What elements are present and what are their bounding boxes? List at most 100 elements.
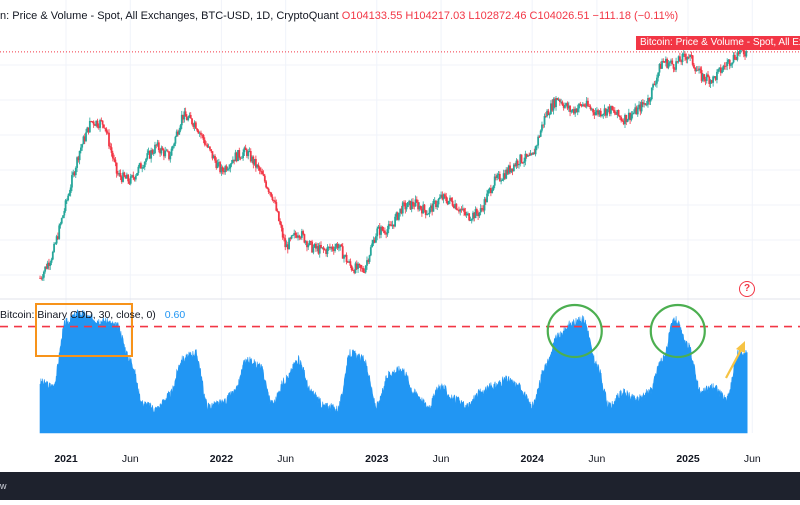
candle-body xyxy=(552,98,555,111)
candle-body xyxy=(580,104,583,107)
candle-body xyxy=(174,136,177,144)
candle-body xyxy=(525,153,528,157)
candle-body xyxy=(512,164,515,172)
candle-body xyxy=(515,160,518,167)
candle-body xyxy=(432,200,435,212)
candle-body xyxy=(514,164,517,167)
candle-body xyxy=(574,108,577,114)
candle-body xyxy=(150,150,153,159)
candle-body xyxy=(163,150,165,157)
footer-bar: w xyxy=(0,472,800,500)
candle-body xyxy=(405,207,408,210)
candle-body xyxy=(588,105,591,107)
candle-body xyxy=(533,152,536,155)
candle-body xyxy=(67,195,70,201)
candle-body xyxy=(630,114,633,120)
candle-body xyxy=(685,57,688,60)
candle-body xyxy=(590,108,593,110)
candle-body xyxy=(724,65,727,67)
candle-body xyxy=(240,157,243,159)
candle-body xyxy=(455,203,458,210)
candle-body xyxy=(472,212,474,220)
x-tick-label: Jun xyxy=(744,453,761,465)
candle-body xyxy=(604,108,607,116)
candle-body xyxy=(81,144,84,148)
candle-body xyxy=(233,159,236,162)
candle-body xyxy=(422,204,425,214)
candle-body xyxy=(739,50,741,54)
candle-body xyxy=(415,199,418,203)
candle-body xyxy=(399,208,402,213)
help-icon[interactable]: ? xyxy=(739,281,755,297)
candle-body xyxy=(137,166,140,174)
indicator-legend[interactable]: Bitcoin: Binary CDD, 30, close, 0) 0.60 xyxy=(0,309,185,321)
candle-body xyxy=(382,230,385,232)
candle-body xyxy=(527,155,529,157)
candle-body xyxy=(634,107,637,113)
candle-body xyxy=(225,166,228,171)
candle-body xyxy=(638,104,640,108)
candle-body xyxy=(171,146,174,149)
candle-body xyxy=(183,111,186,120)
candle-body xyxy=(704,79,707,81)
candle-body xyxy=(606,109,609,116)
candle-body xyxy=(547,110,550,116)
candle-body xyxy=(369,247,372,256)
indicator-label: Bitcoin: Binary CDD, 30, close, 0) xyxy=(0,309,156,321)
candle-body xyxy=(127,174,130,182)
candle-body xyxy=(446,201,449,205)
candle-body xyxy=(141,167,144,169)
candle-body xyxy=(616,110,619,115)
candle-body xyxy=(537,136,540,146)
candle-body xyxy=(417,202,419,210)
candle-body xyxy=(498,173,501,181)
candle-body xyxy=(707,74,709,77)
candle-body xyxy=(675,61,677,70)
candle-body xyxy=(97,126,100,128)
candle-body xyxy=(670,60,672,63)
candle-body xyxy=(409,200,412,210)
candle-body xyxy=(742,49,745,55)
candle-body xyxy=(611,106,614,110)
candle-body xyxy=(481,208,483,209)
candle-body xyxy=(598,110,601,115)
candle-body xyxy=(652,84,654,88)
candle-body xyxy=(511,168,514,172)
candle-body xyxy=(123,172,126,177)
candle-body xyxy=(493,176,496,186)
candle-body xyxy=(276,210,279,212)
candle-body xyxy=(705,74,708,81)
candle-body xyxy=(561,101,564,106)
candle-body xyxy=(497,173,500,176)
candle-body xyxy=(441,194,444,200)
candle-body xyxy=(445,196,448,202)
candle-body xyxy=(538,136,541,138)
candle-body xyxy=(594,112,597,115)
candle-body xyxy=(169,155,172,160)
candle-body xyxy=(624,114,626,125)
candle-body xyxy=(39,277,41,279)
candle-body xyxy=(726,61,729,67)
x-tick-label: 2024 xyxy=(521,453,545,465)
candle-body xyxy=(436,204,439,208)
candle-body xyxy=(76,157,78,168)
candle-body xyxy=(438,197,441,199)
candle-body xyxy=(215,160,218,168)
highlight-box xyxy=(35,303,133,357)
candle-body xyxy=(311,241,313,253)
candle-body xyxy=(306,241,308,248)
candle-body xyxy=(385,233,388,235)
candle-body xyxy=(249,151,252,162)
candle-body xyxy=(663,61,666,63)
candle-body xyxy=(90,121,93,122)
candle-body xyxy=(592,108,594,113)
chart-header: n: Price & Volume - Spot, All Exchanges,… xyxy=(0,10,678,22)
candle-body xyxy=(243,147,246,153)
candle-body xyxy=(484,199,487,203)
candle-body xyxy=(519,154,522,165)
candle-body xyxy=(200,132,202,135)
candle-body xyxy=(78,150,81,161)
candle-body xyxy=(419,205,422,209)
candle-body xyxy=(495,176,497,178)
